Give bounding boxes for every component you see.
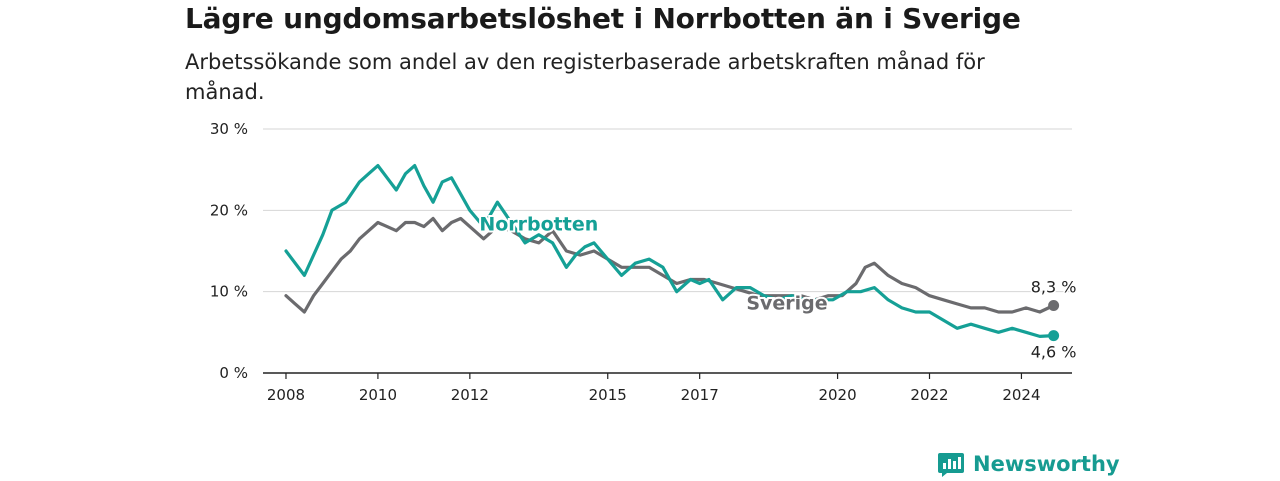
series-end-point-sverige	[1048, 299, 1060, 311]
series-labels: Norrbotten Sverige 4,6 % 8,3 %	[477, 212, 1078, 363]
x-tick-label: 2010	[359, 386, 397, 404]
x-tick-label: 2017	[681, 386, 719, 404]
series-label-sverige: Sverige	[746, 293, 827, 315]
x-tick-label: 2024	[1002, 386, 1040, 404]
chart-subtitle: Arbetssökande som andel av den registerb…	[185, 50, 985, 104]
brand-logo: Newsworthy	[937, 447, 1120, 481]
series-end-point-norrbotten	[1048, 330, 1060, 342]
end-value-label-norrbotten: 4,6 %	[1031, 343, 1077, 362]
end-value-label-sverige: 8,3 %	[1031, 277, 1077, 296]
axes: 0 % 10 % 20 % 30 % 2008 2010 2012 2015 2017 2020 2…	[210, 120, 1072, 404]
series-label-norrbotten: Norrbotten	[479, 214, 598, 236]
y-tick-label: 30 %	[210, 120, 248, 138]
series-line-norrbotten	[284, 164, 1056, 338]
y-tick-label: 0 %	[219, 364, 248, 382]
brand-name: Newsworthy	[973, 452, 1120, 476]
newsworthy-logo-icon	[938, 453, 964, 477]
series-line-sverige	[284, 216, 1056, 314]
x-tick-label: 2022	[910, 386, 948, 404]
series-lines	[284, 164, 1060, 342]
y-tick-label: 20 %	[210, 201, 248, 219]
gridlines	[263, 128, 1072, 293]
x-tick-label: 2015	[589, 386, 627, 404]
x-tick-label: 2008	[267, 386, 305, 404]
y-tick-label: 10 %	[210, 283, 248, 301]
x-tick-label: 2012	[451, 386, 489, 404]
chart-title: Lägre ungdomsarbetslöshet i Norrbotten ä…	[185, 2, 1021, 35]
x-tick-label: 2020	[818, 386, 856, 404]
